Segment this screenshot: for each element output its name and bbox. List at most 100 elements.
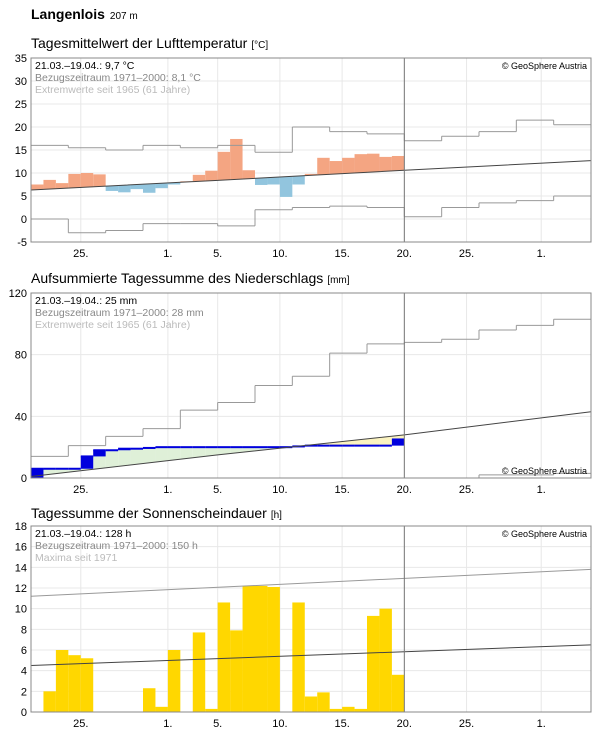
annotation: 21.03.–19.04.: 25 mm bbox=[35, 295, 137, 307]
temperature-bar bbox=[31, 184, 44, 190]
x-tick-label: 25. bbox=[459, 718, 474, 729]
temperature-bar bbox=[167, 182, 181, 185]
normal-line bbox=[30, 644, 592, 666]
x-tick-label: 15. bbox=[334, 248, 349, 260]
temperature-bar bbox=[205, 170, 218, 181]
y-tick-label: 14 bbox=[15, 562, 27, 574]
temperature-bar bbox=[255, 177, 268, 185]
precipitation-increment bbox=[391, 439, 405, 446]
precipitation-increment bbox=[304, 445, 318, 447]
normal-line bbox=[30, 411, 592, 477]
y-tick-label: 6 bbox=[21, 645, 27, 657]
temperature-bar bbox=[118, 185, 131, 193]
y-tick-label: 40 bbox=[15, 411, 27, 423]
x-tick-label: 25. bbox=[73, 248, 88, 260]
y-tick-label: 0 bbox=[21, 707, 27, 719]
precipitation-area bbox=[167, 447, 181, 461]
precipitation-area bbox=[118, 448, 131, 467]
precipitation-increment bbox=[93, 450, 106, 457]
plot-background bbox=[31, 526, 591, 712]
x-tick-label: 5. bbox=[213, 248, 222, 260]
sunshine-bar bbox=[143, 688, 156, 712]
x-tick-label: 1. bbox=[163, 248, 172, 260]
x-tick-label: 5. bbox=[213, 484, 222, 496]
credit: © GeoSphere Austria bbox=[502, 61, 587, 71]
precipitation-area bbox=[230, 447, 243, 454]
precipitation-increment bbox=[80, 456, 94, 469]
sunshine-bar bbox=[217, 602, 231, 712]
annotation: 21.03.–19.04.: 9,7 °C bbox=[35, 60, 135, 72]
x-tick-label: 10. bbox=[272, 718, 287, 729]
x-tick-label: 1. bbox=[537, 718, 546, 729]
precipitation-area bbox=[155, 447, 168, 463]
sunshine-bar bbox=[205, 708, 218, 712]
temperature-bar bbox=[379, 156, 392, 172]
y-tick-label: 15 bbox=[15, 145, 27, 157]
sunshine-bar bbox=[267, 586, 280, 712]
temperature-bar bbox=[304, 173, 318, 176]
x-tick-label: 25. bbox=[459, 248, 474, 260]
temperature-bar bbox=[217, 151, 231, 181]
x-tick-label: 20. bbox=[397, 484, 412, 496]
temperature-bar bbox=[155, 183, 168, 189]
sunshine-bar bbox=[354, 708, 367, 712]
sunshine-bar bbox=[80, 658, 94, 712]
sunshine-bar bbox=[155, 706, 168, 712]
x-tick-label: 25. bbox=[459, 484, 474, 496]
x-tick-label: 25. bbox=[73, 484, 88, 496]
sunshine-bar bbox=[55, 650, 69, 712]
sunshine-bar bbox=[255, 585, 268, 712]
precipitation-area bbox=[367, 437, 380, 446]
x-tick-label: 15. bbox=[334, 718, 349, 729]
precipitation-area bbox=[379, 436, 392, 446]
y-tick-label: 4 bbox=[21, 666, 27, 678]
x-tick-label: 1. bbox=[537, 484, 546, 496]
sunshine-bar bbox=[192, 632, 206, 712]
y-tick-label: 0 bbox=[21, 473, 27, 485]
sunshine-bar bbox=[329, 708, 343, 712]
y-tick-label: 2 bbox=[21, 686, 27, 698]
chart-title: Aufsummierte Tagessumme des Niederschlag… bbox=[31, 270, 350, 286]
y-tick-label: 35 bbox=[15, 53, 27, 65]
y-tick-label: -5 bbox=[17, 237, 27, 249]
plot-background bbox=[31, 293, 591, 478]
temperature-bar bbox=[242, 170, 255, 179]
temperature-bar bbox=[342, 157, 355, 174]
temperature-bar bbox=[93, 174, 106, 187]
precipitation-area bbox=[105, 450, 119, 468]
extreme-line bbox=[30, 568, 592, 597]
plot-frame bbox=[30, 292, 592, 479]
temperature-bar bbox=[391, 155, 405, 171]
y-tick-label: 30 bbox=[15, 76, 27, 88]
annotation: Maxima seit 1971 bbox=[35, 552, 117, 564]
precipitation-area bbox=[205, 447, 218, 457]
annotation: Bezugszeitraum 1971–2000: 8,1 °C bbox=[35, 72, 201, 84]
y-tick-label: 25 bbox=[15, 99, 27, 111]
precipitation-area bbox=[354, 438, 367, 446]
sunshine-bar bbox=[367, 615, 380, 712]
sunshine-bar bbox=[230, 630, 243, 712]
y-tick-label: 18 bbox=[15, 521, 27, 533]
sunshine-bar bbox=[304, 696, 318, 712]
precipitation-area bbox=[192, 447, 206, 458]
y-tick-label: 120 bbox=[9, 288, 27, 300]
temperature-bar bbox=[55, 183, 69, 189]
y-tick-label: 80 bbox=[15, 350, 27, 362]
chart-title: Tagessumme der Sonnenscheindauer [h] bbox=[31, 505, 282, 521]
annotation: Extremwerte seit 1965 (61 Jahre) bbox=[35, 319, 190, 331]
y-tick-label: 10 bbox=[15, 604, 27, 616]
precipitation-increment bbox=[31, 468, 44, 478]
sunshine-bar bbox=[342, 706, 355, 712]
sunshine-bar bbox=[167, 650, 181, 712]
plot-frame bbox=[30, 57, 592, 243]
chart-title: Tagesmittelwert der Lufttemperatur [°C] bbox=[31, 35, 268, 51]
precipitation-increment bbox=[155, 447, 168, 448]
y-tick-label: 16 bbox=[15, 542, 27, 554]
normal-line bbox=[30, 160, 592, 191]
x-tick-label: 1. bbox=[163, 484, 172, 496]
temperature-bar bbox=[105, 185, 119, 191]
chart-unit: [h] bbox=[271, 510, 282, 521]
annotation: Extremwerte seit 1965 (61 Jahre) bbox=[35, 84, 190, 96]
precipitation-increment bbox=[118, 448, 131, 451]
